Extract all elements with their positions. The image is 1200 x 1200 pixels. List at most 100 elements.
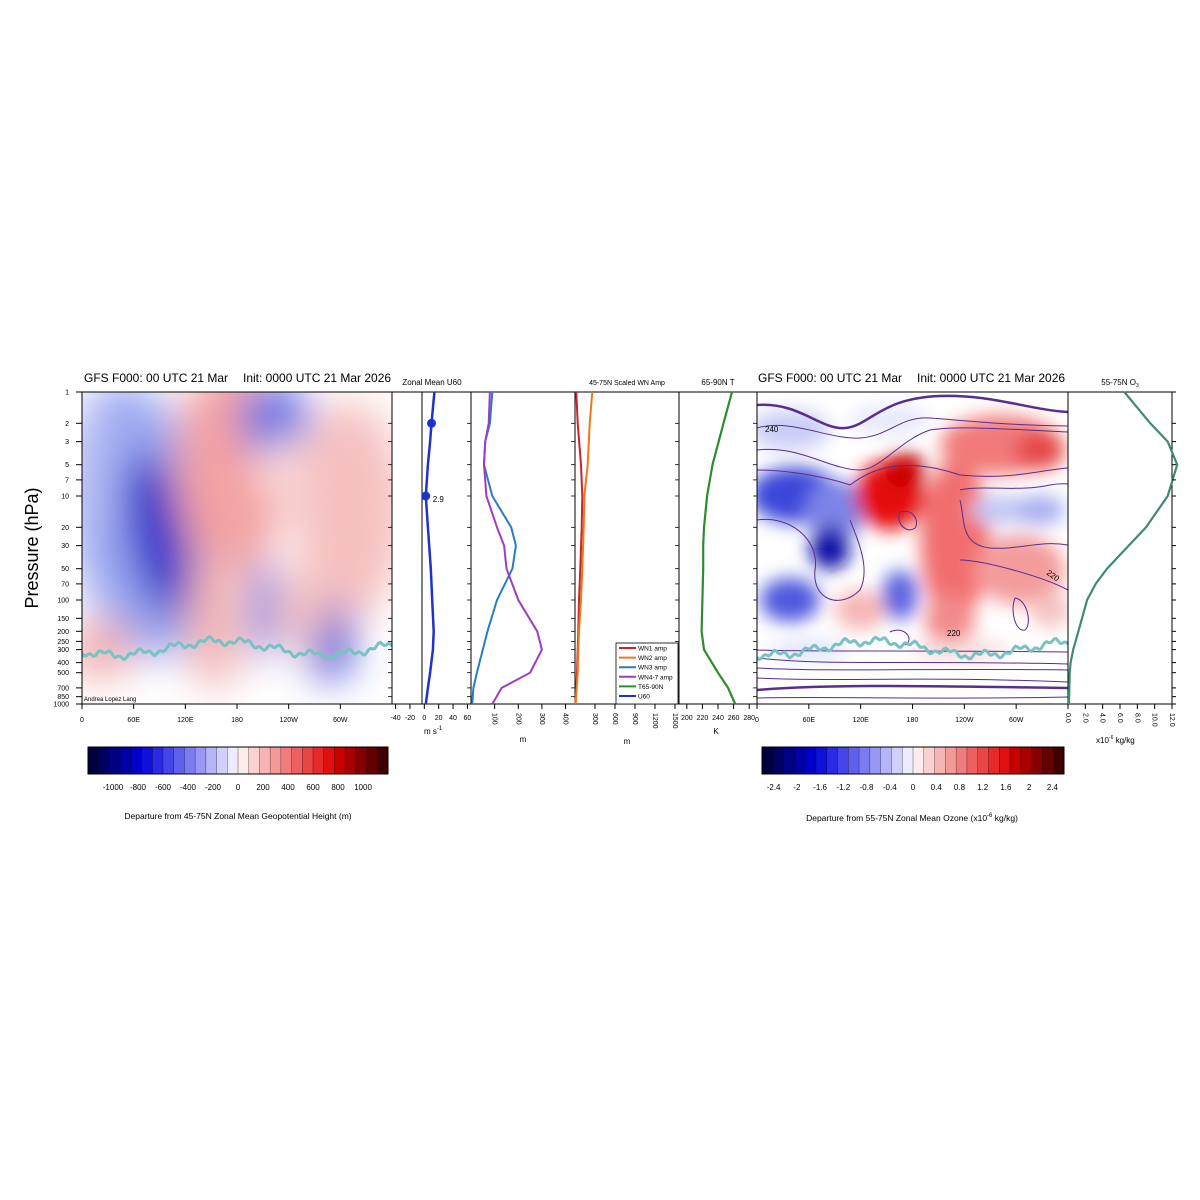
colorbar-swatch xyxy=(334,747,346,774)
y-tick-label: 70 xyxy=(61,581,69,588)
x-tick-label: 10.0 xyxy=(1151,713,1158,727)
y-tick-label: 1 xyxy=(65,390,69,397)
x-tick-label: 260 xyxy=(728,715,740,722)
colorbar-swatch xyxy=(805,747,817,774)
colorbar-swatch xyxy=(1042,747,1054,774)
longitude-axis-left: 0 60E 120E 180 120W 60W xyxy=(80,704,348,724)
y-tick-label: 30 xyxy=(61,543,69,550)
colorbar-swatch xyxy=(891,747,903,774)
temperature-panel: 200 220 240 260 280 65-90N T K xyxy=(678,378,758,736)
colorbar-tick-label: -800 xyxy=(130,783,147,792)
colorbar-swatch xyxy=(913,747,925,774)
x-tick-label: 20 xyxy=(435,715,443,722)
colorbar-left-label: Departure from 45-75N Zonal Mean Geopote… xyxy=(124,811,351,821)
x-tick-label: 180 xyxy=(907,717,919,724)
colorbar-tick-label: 800 xyxy=(331,783,345,792)
u60-marker-label: 2.9 xyxy=(433,495,445,504)
colorbar-swatch xyxy=(1020,747,1032,774)
u60-marker xyxy=(427,418,436,428)
wn-b-series-line xyxy=(574,391,594,705)
colorbar-swatch xyxy=(902,747,914,774)
colorbar-swatch xyxy=(184,747,196,774)
ozone-units-tail: kg/kg xyxy=(1113,736,1134,745)
wn-a-x-axis: 100 200 300 400 xyxy=(491,704,569,725)
svg-text:m s-1: m s-1 xyxy=(424,726,443,736)
y-tick-label: 250 xyxy=(57,639,69,646)
x-tick-label: 6.0 xyxy=(1116,713,1123,723)
colorbar-tick-label: -600 xyxy=(155,783,172,792)
x-tick-label: -40 xyxy=(391,715,401,722)
x-tick-label: 120W xyxy=(955,717,974,724)
right-title-time: GFS F000: 00 UTC 21 Mar xyxy=(758,371,902,385)
colorbar-swatch xyxy=(109,747,121,774)
svg-text:Departure from 55-75N Zonal Me: Departure from 55-75N Zonal Mean Ozone (… xyxy=(806,813,1018,823)
temperature-x-axis: 200 220 240 260 280 xyxy=(681,704,755,722)
x-tick-label: -20 xyxy=(405,715,415,722)
colorbar-swatch xyxy=(1010,747,1022,774)
colorbar-swatch xyxy=(323,747,335,774)
colorbar-tick-label: 0 xyxy=(911,783,916,792)
colorbar-swatch xyxy=(152,747,164,774)
x-tick-label: 60W xyxy=(1009,717,1024,724)
y-tick-label: 400 xyxy=(57,660,69,667)
x-tick-label: 300 xyxy=(538,713,545,725)
geopotential-heatmap: Andrea Lopez Lang xyxy=(81,391,393,705)
ozone-units: x10 xyxy=(1096,736,1109,745)
y-axis-label: Pressure (hPa) xyxy=(22,487,42,608)
colorbar-swatch xyxy=(772,747,784,774)
y-tick-label: 150 xyxy=(57,616,69,623)
y-tick-label: 20 xyxy=(61,525,69,532)
colorbar-swatch xyxy=(173,747,185,774)
legend-entry: T65-90N xyxy=(638,684,664,691)
ozone-x-axis: 0.0 2.0 4.0 6.0 8.0 10.0 12.0 xyxy=(1064,704,1175,727)
colorbar-swatch xyxy=(205,747,217,774)
legend: WN1 amp WN2 amp WN3 amp WN4-7 amp T65-90N U60 xyxy=(615,642,679,705)
colorbar-swatch xyxy=(999,747,1011,774)
x-tick-label: 60W xyxy=(333,717,348,724)
colorbar-swatch xyxy=(956,747,968,774)
x-tick-label: 40 xyxy=(449,715,457,722)
legend-entry: WN2 amp xyxy=(638,655,667,662)
colorbar-tick-label: -2.4 xyxy=(767,783,781,792)
colorbar-swatch xyxy=(923,747,935,774)
colorbar-swatch xyxy=(945,747,957,774)
colorbar-swatch xyxy=(1031,747,1043,774)
colorbar-swatch xyxy=(141,747,153,774)
x-tick-label: 4.0 xyxy=(1099,713,1106,723)
x-tick-label: 200 xyxy=(514,713,521,725)
pressure-axis-right xyxy=(1172,391,1176,705)
colorbar-swatch xyxy=(238,747,250,774)
wn-b-units: m xyxy=(624,737,631,746)
ozone-units-sup: -6 xyxy=(1109,735,1114,741)
colorbar-swatch xyxy=(345,747,357,774)
wn-a-series-line xyxy=(482,391,543,705)
ozone-profile-line xyxy=(1067,391,1179,705)
colorbar-swatch xyxy=(98,747,110,774)
x-tick-label: 1200 xyxy=(651,713,658,729)
y-tick-label: 850 xyxy=(57,694,69,701)
u60-marker xyxy=(421,491,431,501)
u60-x-axis: -40 -20 0 20 40 60 xyxy=(391,704,471,722)
colorbar-left: -1000 -800 -600 -400 -200 0 200 400 600 800 1000 D… xyxy=(87,746,389,821)
colorbar-tick-label: 2 xyxy=(1027,783,1032,792)
x-tick-label: 900 xyxy=(631,713,638,725)
colorbar-tick-label: -400 xyxy=(180,783,197,792)
colorbar-swatch xyxy=(216,747,228,774)
colorbar-tick-label: 400 xyxy=(281,783,295,792)
x-tick-label: 1500 xyxy=(671,713,678,729)
colorbar-swatch xyxy=(966,747,979,774)
colorbar-swatch xyxy=(227,747,239,774)
temperature-title: 65-90N T xyxy=(701,378,734,387)
colorbar-swatch xyxy=(815,747,828,774)
wn-a-series-line xyxy=(471,391,517,705)
colorbar-swatch xyxy=(1053,747,1065,774)
x-tick-label: 240 xyxy=(712,715,724,722)
x-tick-label: 600 xyxy=(611,713,618,725)
x-tick-label: 300 xyxy=(591,713,598,725)
colorbar-tick-label: 0.4 xyxy=(931,783,943,792)
colorbar-right-label-sup: -6 xyxy=(987,813,993,819)
colorbar-swatch xyxy=(280,747,292,774)
colorbar-swatch xyxy=(302,747,314,774)
ozone-title-sub: 3 xyxy=(1136,383,1139,389)
